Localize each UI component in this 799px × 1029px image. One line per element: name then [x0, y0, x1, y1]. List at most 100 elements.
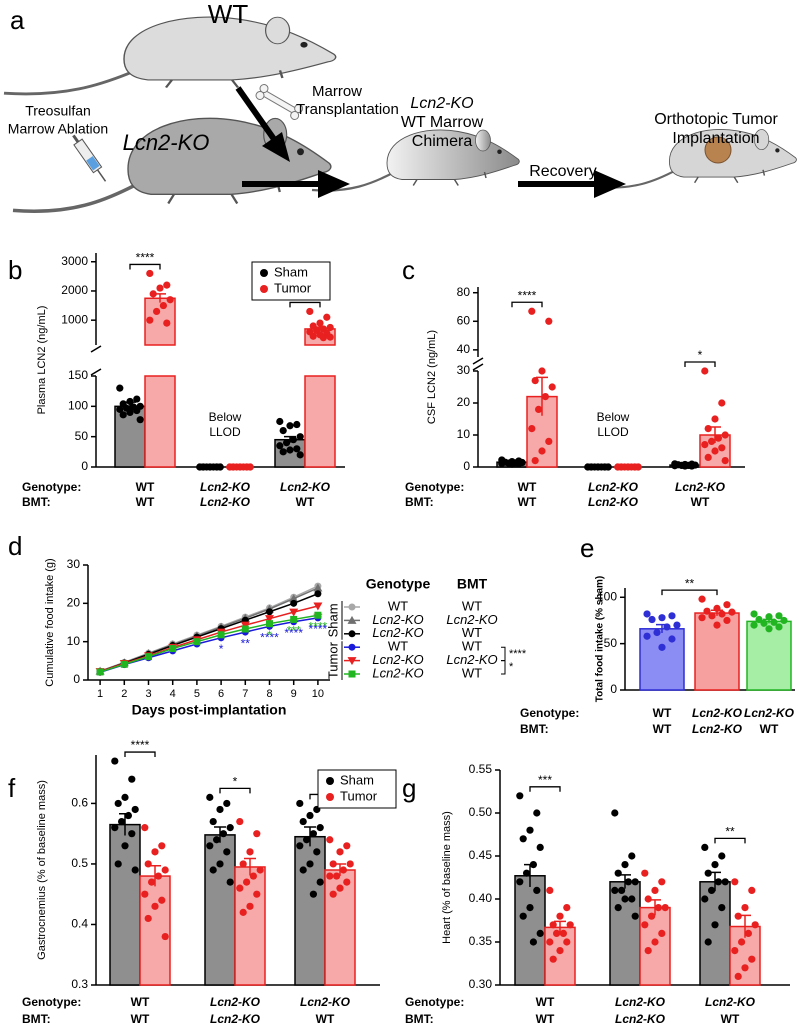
data-point — [516, 792, 524, 800]
data-point — [296, 842, 304, 850]
data-point — [519, 835, 527, 843]
y-tick-label: 0.3 — [71, 977, 88, 991]
data-point — [731, 878, 739, 886]
data-point — [253, 830, 261, 838]
legend-label: Sham — [340, 772, 374, 787]
data-point — [734, 972, 742, 981]
data-point — [226, 824, 234, 832]
annotation: LLOD — [597, 425, 629, 439]
data-point — [711, 861, 719, 869]
marker — [313, 602, 323, 611]
data-point — [628, 895, 636, 903]
data-point — [116, 405, 124, 413]
data-point — [704, 425, 712, 433]
significance-label: ** — [685, 576, 695, 590]
significance-bracket — [219, 787, 251, 794]
bar — [294, 835, 326, 986]
significance-label: **** — [309, 619, 328, 633]
data-point — [529, 861, 538, 869]
y-tick-label: 10 — [457, 427, 471, 441]
data-point — [111, 824, 119, 832]
data-point — [216, 463, 224, 471]
label-wt: WT — [208, 0, 249, 29]
data-point — [701, 895, 709, 903]
genotype-label: Lcn2-KO — [210, 995, 261, 1009]
data-point — [755, 615, 763, 624]
legend-significance: * — [509, 661, 514, 673]
data-point — [128, 775, 136, 783]
data-point — [141, 824, 149, 832]
y-tick-label: 150 — [68, 368, 88, 382]
data-point — [718, 610, 726, 618]
data-point — [765, 625, 773, 633]
data-point — [299, 817, 307, 826]
data-point — [323, 313, 331, 321]
data-point — [643, 632, 651, 640]
series-line — [99, 593, 319, 673]
row-label: Genotype: — [22, 995, 81, 1009]
data-point — [644, 947, 652, 955]
data-point — [741, 904, 749, 912]
x-tick-label: 10 — [312, 688, 324, 700]
genotype-label: WT — [536, 995, 555, 1009]
data-point — [239, 860, 247, 868]
annotation: Below — [597, 410, 630, 424]
data-point — [226, 878, 234, 886]
y-tick-label: 10 — [67, 634, 81, 648]
y-tick-label: 0 — [610, 682, 617, 696]
panel-label: b — [8, 255, 22, 285]
data-point — [721, 431, 729, 439]
data-point — [163, 319, 171, 327]
marker — [290, 599, 298, 607]
data-point — [133, 406, 141, 415]
legend-genotype: Lcn2-KO — [372, 652, 423, 667]
legend-bracket — [501, 646, 506, 662]
data-point — [209, 866, 217, 874]
significance-label: * — [219, 642, 224, 656]
data-point — [343, 842, 351, 850]
panel-label: d — [8, 531, 22, 561]
bmt-label: Lcn2-KO — [615, 1012, 666, 1026]
legend-box — [317, 769, 397, 809]
significance-label: * — [267, 628, 272, 642]
data-point — [313, 848, 321, 856]
row-label: BMT: — [22, 495, 51, 509]
data-point — [611, 809, 619, 817]
data-point — [556, 947, 564, 955]
bar — [304, 375, 336, 468]
significance-label: *** — [538, 773, 552, 787]
arrow-head — [262, 132, 290, 162]
axis-break — [472, 363, 484, 371]
data-point — [587, 463, 595, 471]
data-point — [628, 852, 636, 860]
bmt-label: WT — [136, 495, 155, 509]
significance-bracket — [289, 301, 321, 308]
y-tick-label: 20 — [457, 395, 471, 409]
data-point — [545, 437, 553, 445]
y-tick-label: 0 — [73, 672, 80, 686]
data-point — [648, 615, 656, 624]
y-tick-label: 0.4 — [71, 917, 88, 931]
bmt-label: Lcn2-KO — [692, 722, 743, 736]
data-point — [516, 878, 524, 886]
data-point — [535, 405, 543, 413]
data-point — [156, 284, 164, 292]
data-point — [549, 955, 557, 963]
label-chimera: WT Marrow — [401, 114, 484, 131]
data-point — [713, 621, 721, 629]
data-point — [151, 848, 159, 856]
panel-label: g — [402, 773, 416, 803]
data-point — [223, 848, 231, 856]
data-point — [158, 896, 166, 904]
genotype-label: Lcn2-KO — [675, 480, 726, 494]
data-point — [158, 842, 166, 850]
x-tick-label: 3 — [145, 688, 151, 700]
bar — [746, 620, 792, 691]
data-point — [634, 463, 642, 471]
y-tick-label: 0.6 — [71, 796, 88, 810]
y-tick-label: 20 — [67, 596, 81, 610]
syringe — [72, 134, 107, 182]
data-point — [128, 830, 136, 838]
data-point — [216, 805, 224, 814]
